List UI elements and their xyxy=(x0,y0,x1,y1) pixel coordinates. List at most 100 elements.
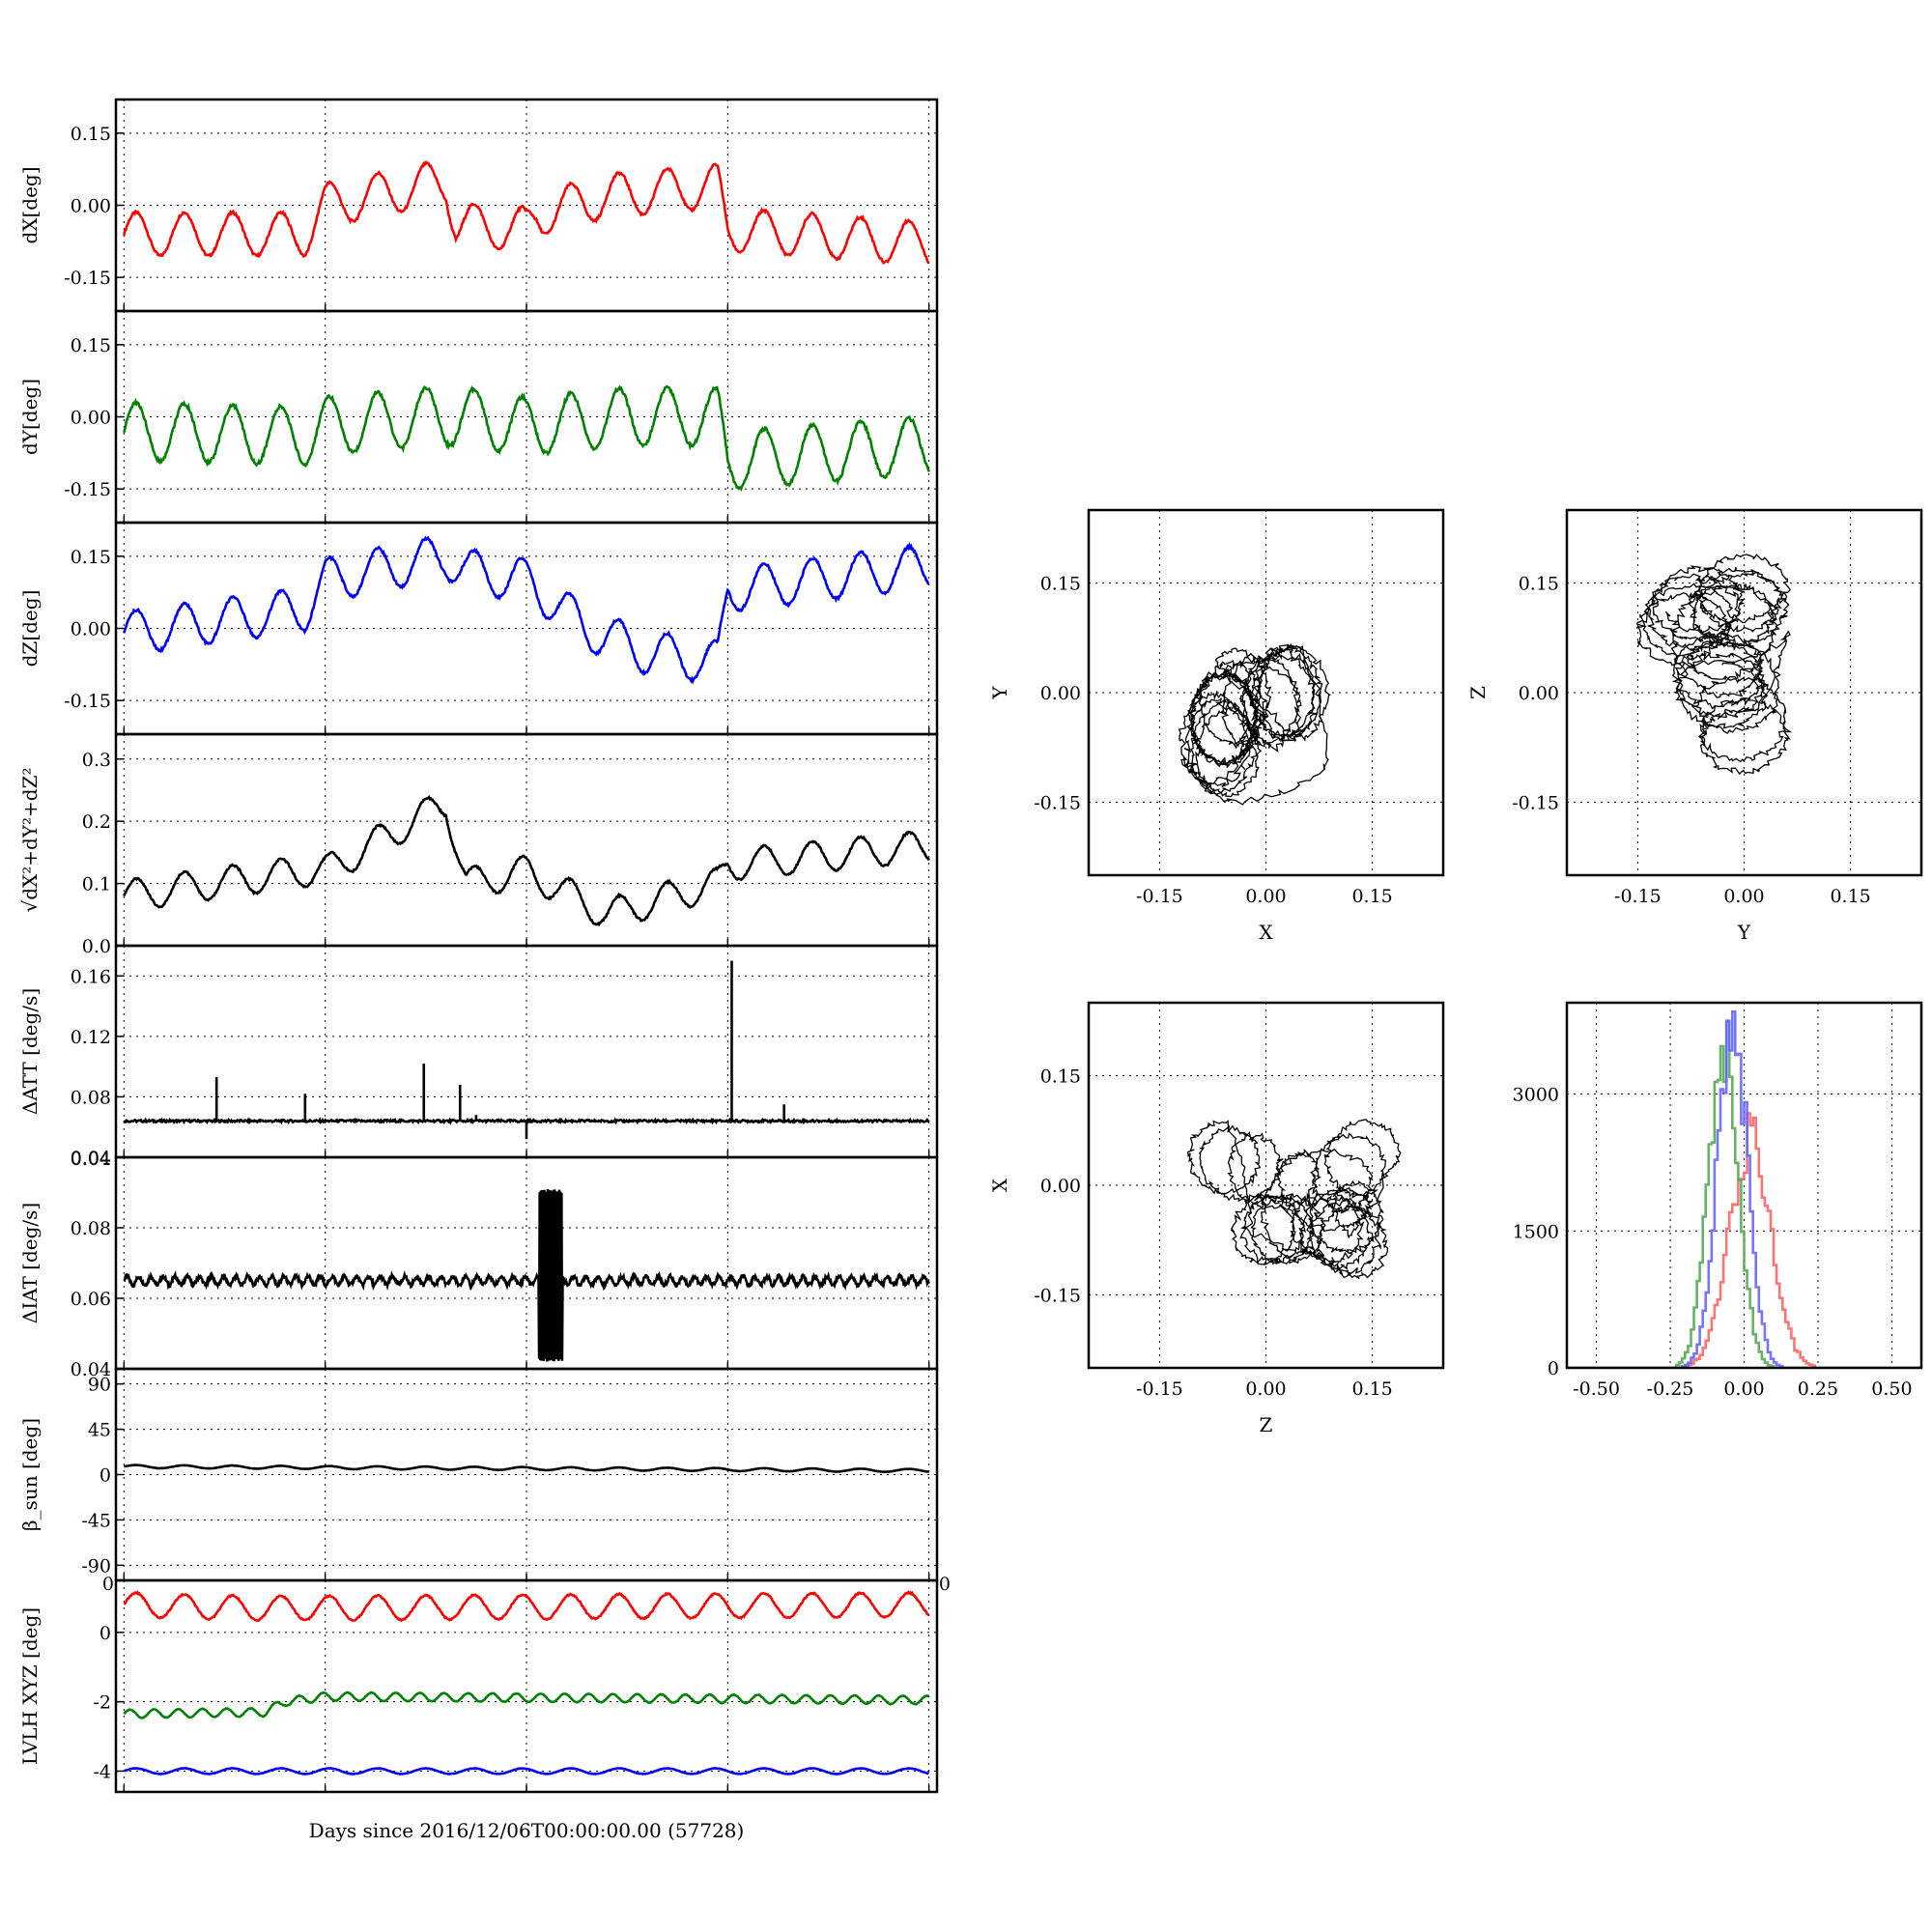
x-tick-label: -0.15 xyxy=(1614,886,1662,907)
y-tick-label: 0.06 xyxy=(71,1289,111,1310)
series-line-dR-0 xyxy=(123,794,930,927)
y-tick-label: 0.00 xyxy=(71,196,111,217)
panel-dX: 0.15 0.00 -0.15 dX[deg] xyxy=(18,98,939,313)
y-tick-label: -0.15 xyxy=(1512,792,1559,813)
panel-dZ: 0.15 0.00 -0.15 dZ[deg] xyxy=(18,521,939,736)
y-tick-label: 0.15 xyxy=(1040,574,1081,595)
x-axis-label: Days since 2016/12/06T00:00:00.00 (57728… xyxy=(309,1819,745,1842)
x-tick-label: -0.15 xyxy=(1136,886,1183,907)
y-tick-label: -0.15 xyxy=(1034,1285,1081,1306)
axes-frame xyxy=(114,1578,939,1794)
y-tick-label: 0.2 xyxy=(82,811,111,833)
axes-frame xyxy=(1087,508,1445,877)
y-tick-label: -0.15 xyxy=(64,479,111,500)
y-tick-label: 45 xyxy=(88,1420,111,1441)
y-tick-label: 0 xyxy=(99,1465,111,1487)
y-axis-label: dY[deg] xyxy=(18,379,42,455)
x-tick-label: -0.15 xyxy=(1136,1378,1183,1400)
y-axis-label: Z xyxy=(1466,686,1490,699)
x-tick-label: 0.00 xyxy=(1245,1378,1286,1400)
series-line-dZ-0 xyxy=(123,535,930,685)
y-axis-label: Y xyxy=(988,686,1011,700)
y-tick-label: -45 xyxy=(81,1510,111,1531)
panel-ZX: -0.15 0.00 0.15 0.15 0.00 -0.15 Z X xyxy=(988,1001,1445,1436)
panel-XY: -0.15 0.00 0.15 0.15 0.00 -0.15 X Y xyxy=(988,508,1445,944)
y-axis-label: β_sun [deg] xyxy=(18,1418,42,1531)
trajectory-YZ xyxy=(1635,554,1793,775)
y-tick-label: -0.15 xyxy=(1034,792,1081,813)
y-tick-label: -4 xyxy=(93,1761,111,1782)
y-tick-label: 0.08 xyxy=(71,1218,111,1239)
trajectory-XY xyxy=(1178,642,1332,806)
x-tick-label: 0.15 xyxy=(1351,1378,1392,1400)
axes-frame xyxy=(114,732,939,948)
series-line-dATT xyxy=(123,1117,930,1125)
trajectory-ZX xyxy=(1186,1119,1402,1280)
corner-label: 0 xyxy=(939,1574,951,1595)
y-tick-label: 90 xyxy=(88,1375,111,1396)
histogram-series-0 xyxy=(1567,1112,1921,1368)
y-tick-label: 0.15 xyxy=(1519,574,1559,595)
y-tick-label: 0.15 xyxy=(1040,1066,1081,1088)
y-axis-label: dZ[deg] xyxy=(18,590,42,668)
y-tick-label: 0.16 xyxy=(71,966,111,987)
x-tick-label: 0.50 xyxy=(1871,1378,1912,1400)
y-tick-label: 1500 xyxy=(1513,1221,1559,1242)
x-tick-label: 0.00 xyxy=(1723,1378,1764,1400)
corner-label: 0 xyxy=(102,1574,114,1595)
panel-dY: 0.15 0.00 -0.15 dY[deg] xyxy=(18,309,939,525)
y-tick-label: 0 xyxy=(99,1623,111,1644)
histogram-series-2 xyxy=(1567,1010,1921,1368)
y-axis-label: ΔIAT [deg/s] xyxy=(18,1203,42,1323)
panel-beta: 90 45 0 -45 -90 β_sun [deg] xyxy=(18,1367,939,1582)
y-tick-label: 0.15 xyxy=(71,335,111,356)
x-tick-label: 0.15 xyxy=(1830,886,1870,907)
series-line-dY-0 xyxy=(123,384,930,493)
y-tick-label: -0.15 xyxy=(64,268,111,289)
y-tick-label: 0.15 xyxy=(71,124,111,145)
x-tick-label: 0.00 xyxy=(1245,886,1286,907)
panel-hist: -0.50 -0.25 0.00 0.25 0.50 3000 1500 0 xyxy=(1513,1001,1923,1400)
y-axis-label: X xyxy=(988,1178,1011,1192)
y-tick-label: 0.3 xyxy=(82,750,111,771)
axes-frame xyxy=(1087,1001,1445,1370)
x-axis-label: Z xyxy=(1260,1413,1273,1436)
panel-dATT: 0.16 0.12 0.08 0.04 ΔATT [deg/s] xyxy=(18,944,939,1169)
x-tick-label: 0.25 xyxy=(1798,1378,1838,1400)
y-tick-label: -2 xyxy=(93,1692,111,1714)
axes-frame xyxy=(1565,1001,1923,1370)
y-tick-label: 0.04 xyxy=(71,1359,111,1380)
x-tick-label: -0.25 xyxy=(1647,1378,1694,1400)
y-tick-label: 0.04 xyxy=(71,1149,111,1170)
y-tick-label: 0.0 xyxy=(82,936,111,957)
y-tick-label: 0.1 xyxy=(82,874,111,895)
y-axis-label: dX[deg] xyxy=(18,166,42,243)
series-line-dIAT xyxy=(123,1188,930,1362)
panel-dR: 0.3 0.2 0.1 0.0 √dX²+dY²+dZ² xyxy=(18,732,939,957)
panel-lvlh: 0 -2 -4 LVLH XYZ [deg] 0 0 Days since 2016/12/… xyxy=(18,1574,951,1842)
x-axis-label: Y xyxy=(1737,921,1751,944)
y-axis-label: √dX²+dY²+dZ² xyxy=(18,767,42,912)
series-line-beta-0 xyxy=(124,1463,929,1474)
y-tick-label: 0.00 xyxy=(1040,683,1081,704)
series-line-lvlh-2 xyxy=(123,1767,930,1776)
histogram-series-1 xyxy=(1567,1019,1921,1368)
y-tick-label: 0.00 xyxy=(1040,1176,1081,1197)
x-axis-label: X xyxy=(1259,921,1273,944)
axes-frame xyxy=(114,1155,939,1371)
y-tick-label: 0.12 xyxy=(71,1027,111,1048)
axes-frame xyxy=(1565,508,1923,877)
y-tick-label: 0.15 xyxy=(71,547,111,568)
y-tick-label: 0.00 xyxy=(1519,683,1559,704)
y-tick-label: 0.00 xyxy=(71,408,111,429)
y-axis-label: LVLH XYZ [deg] xyxy=(18,1607,42,1765)
x-tick-label: -0.50 xyxy=(1573,1378,1620,1400)
series-line-lvlh-1 xyxy=(123,1690,930,1719)
y-tick-label: 0.00 xyxy=(71,619,111,640)
panel-YZ: -0.15 0.00 0.15 0.15 0.00 -0.15 Y Z xyxy=(1466,508,1923,944)
x-tick-label: 0.15 xyxy=(1351,886,1392,907)
y-tick-label: 0.08 xyxy=(71,1087,111,1108)
y-tick-label: 0 xyxy=(1548,1358,1559,1379)
y-tick-label: -90 xyxy=(81,1555,111,1577)
